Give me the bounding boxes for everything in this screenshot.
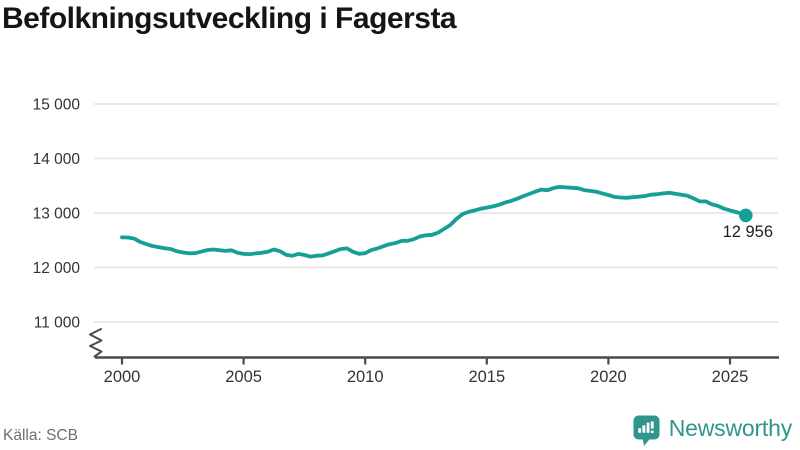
x-axis-tick-label: 2020	[590, 368, 627, 386]
last-value-label: 12 956	[723, 223, 773, 241]
x-axis-tick-label: 2000	[104, 368, 141, 386]
newsworthy-logo-icon	[633, 415, 660, 446]
x-axis-tick-label: 2005	[225, 368, 262, 386]
y-axis-tick-label: 11 000	[34, 315, 81, 332]
x-axis-tick-label: 2025	[712, 368, 749, 386]
y-axis-tick-label: 15 000	[33, 97, 81, 114]
x-axis-tick-label: 2010	[347, 368, 384, 386]
speech-bubble-shape	[633, 415, 660, 446]
y-axis-tick-label: 13 000	[33, 206, 81, 223]
y-axis-tick-label: 12 000	[33, 260, 81, 277]
last-value-dot	[739, 208, 753, 223]
population-series-line	[120, 184, 748, 259]
x-axis-tick-label: 2015	[468, 368, 505, 386]
newsworthy-logo[interactable]: Newsworthy	[633, 413, 792, 449]
bar-chart-glyph	[637, 421, 654, 433]
source-label: Källa: SCB	[3, 427, 78, 444]
axis-break-icon	[89, 328, 103, 358]
y-axis-tick-label: 14 000	[33, 151, 81, 168]
newsworthy-logo-text: Newsworthy	[668, 414, 792, 441]
chart-title: Befolkningsutveckling i Fagersta	[2, 2, 457, 35]
